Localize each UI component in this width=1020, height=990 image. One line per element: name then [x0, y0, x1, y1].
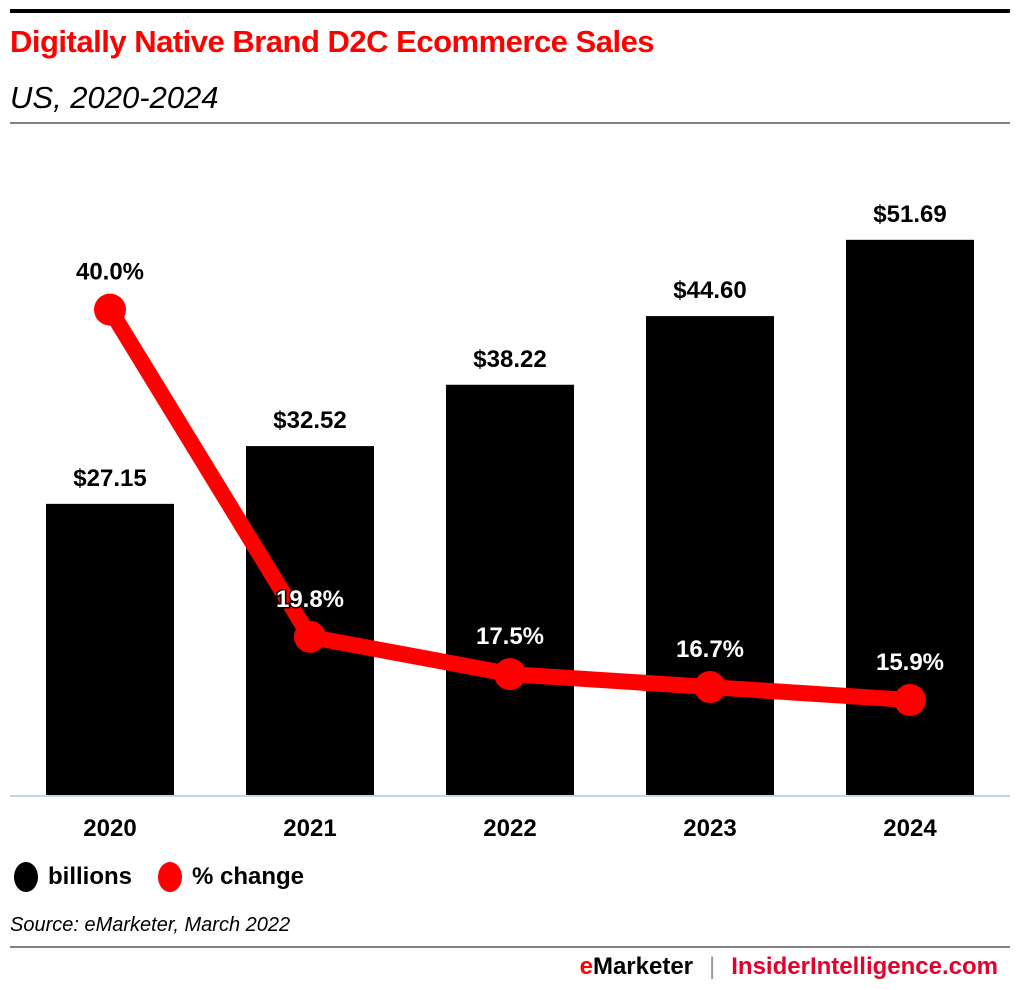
brand-emarketer-e: e [579, 953, 593, 980]
brand-insider-intelligence: InsiderIntelligence.com [731, 953, 998, 980]
x-tick-2024: 2024 [883, 815, 937, 842]
brand-footer: e Marketer | InsiderIntelligence.com [580, 953, 998, 981]
legend: billions % change [14, 862, 330, 892]
bar-label-2023: $44.60 [673, 277, 746, 304]
bar-label-2021: $32.52 [273, 407, 346, 434]
line-label-2024: 15.9% [876, 649, 944, 676]
top-rule [10, 9, 1010, 13]
legend-label-billions: billions [48, 863, 132, 890]
line-label-2020: 40.0% [76, 259, 144, 286]
x-tick-2023: 2023 [683, 815, 736, 842]
subtitle-rule [10, 122, 1010, 124]
bar-series [46, 239, 974, 796]
legend-item-billions: billions [14, 862, 132, 892]
bar-2023 [646, 316, 774, 796]
bar-label-2022: $38.22 [473, 346, 546, 373]
source-note: Source: eMarketer, March 2022 [10, 914, 291, 936]
x-tick-2022: 2022 [483, 815, 536, 842]
line-labels: 40.0% 19.8% 17.5% 16.7% 15.9% [76, 259, 946, 678]
bar-label-2020: $27.15 [73, 465, 146, 492]
legend-swatch-billions [14, 862, 38, 892]
line-label-2023: 16.7% [676, 636, 744, 663]
bar-2020 [46, 503, 174, 796]
legend-swatch-pct-change [158, 862, 182, 892]
chart-title: Digitally Native Brand D2C Ecommerce Sal… [10, 24, 655, 59]
line-point-2020 [94, 293, 126, 326]
footer-rule [10, 946, 1010, 948]
x-tick-2021: 2021 [283, 815, 336, 842]
legend-item-pct-change: % change [158, 862, 304, 892]
line-point-2021 [294, 620, 326, 653]
bar-labels: $27.15 $32.52 $38.22 $44.60 $51.69 [73, 201, 946, 492]
line-point-2022 [494, 658, 526, 691]
chart-subtitle: US, 2020-2024 [10, 80, 219, 115]
legend-label-pct-change: % change [192, 863, 305, 890]
line-label-2021: 19.8% [276, 586, 344, 613]
line-series [94, 293, 926, 717]
line-label-2022: 17.5% [476, 623, 544, 650]
line-point-2023 [694, 671, 726, 704]
brand-emarketer: Marketer [592, 953, 694, 980]
brand-separator: | [709, 953, 716, 980]
bar-label-2024: $51.69 [873, 201, 946, 228]
line-point-2024 [894, 684, 926, 717]
bar-2022 [446, 384, 574, 796]
x-tick-labels: 2020 2021 2022 2023 2024 [83, 815, 937, 842]
x-tick-2020: 2020 [83, 815, 136, 842]
